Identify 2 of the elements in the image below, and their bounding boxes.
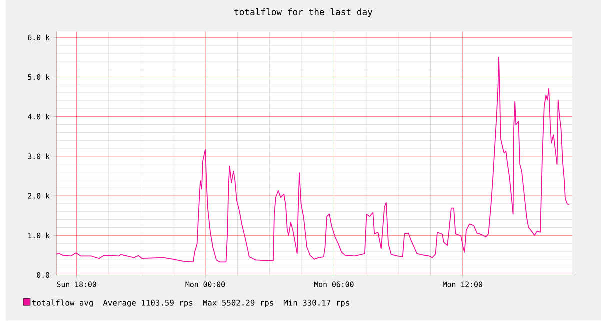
line-series xyxy=(56,57,570,263)
chart-title: totalflow for the last day xyxy=(234,8,373,18)
